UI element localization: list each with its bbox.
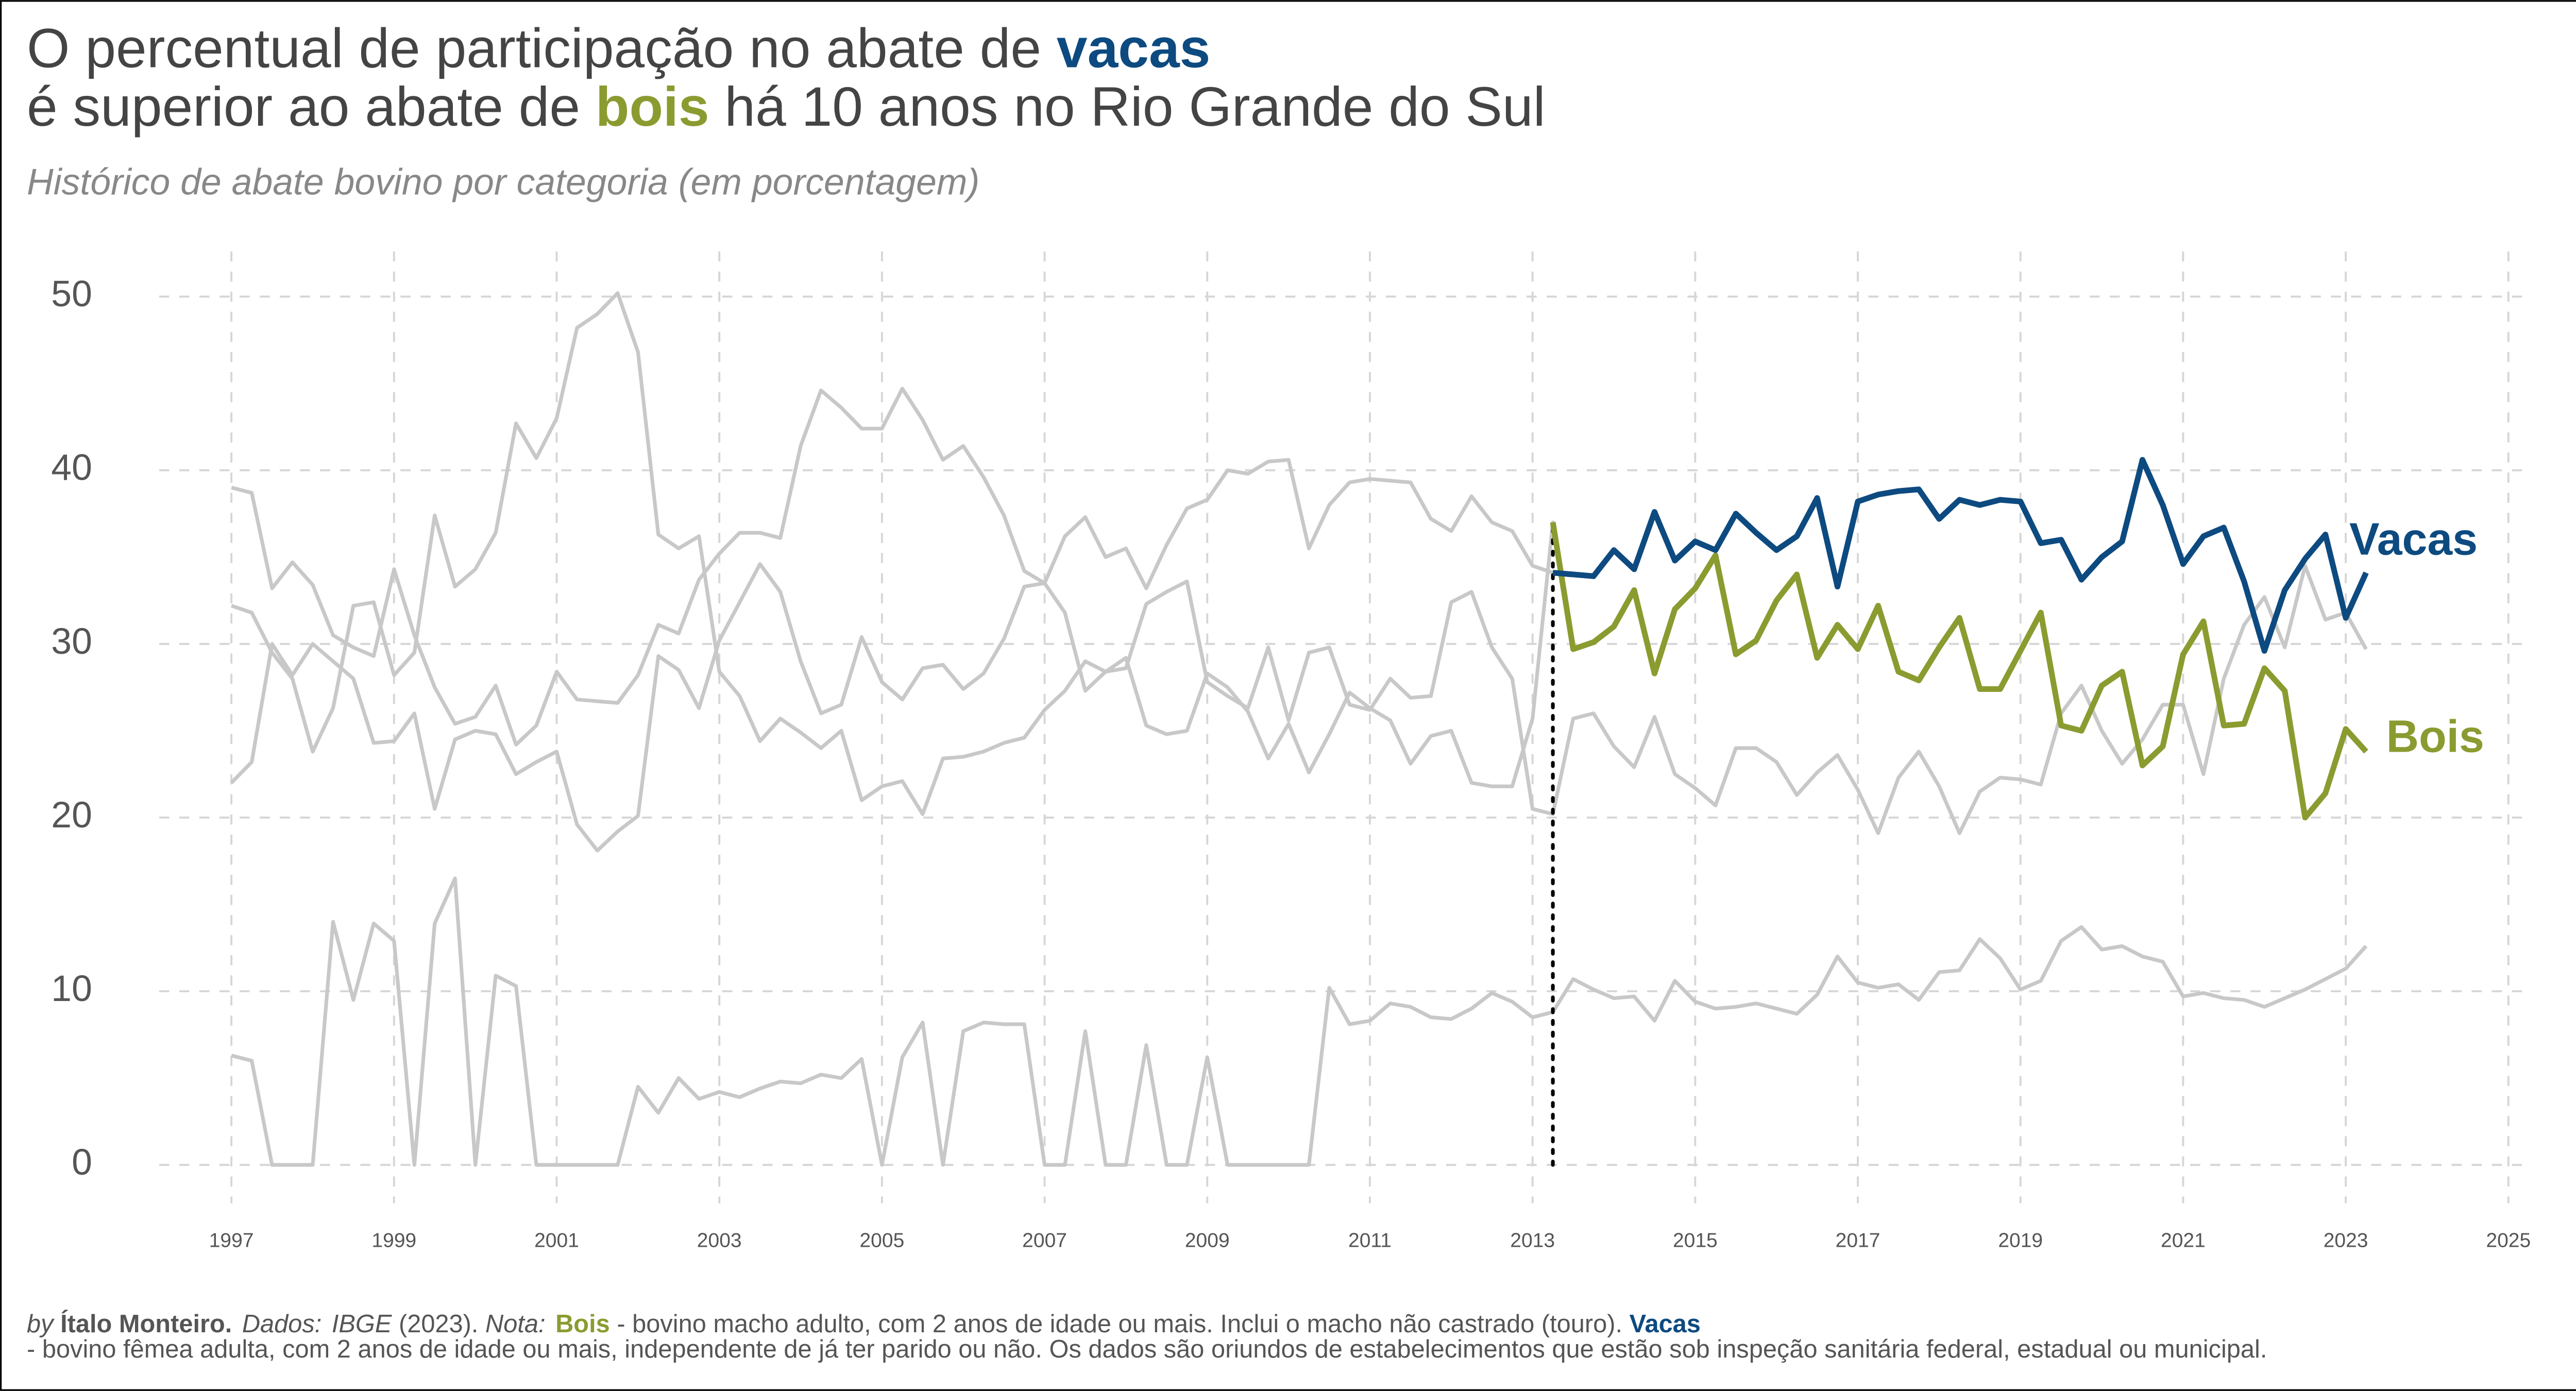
plot-area: 0 10 20 30 40 50 1997 1999 2001 2003 2005 2007 2009 2…	[51, 251, 2531, 1252]
series-line	[231, 876, 2368, 1167]
x-tick-label: 1999	[371, 1230, 416, 1252]
subtitle: Histórico de abate bovino por categoria …	[27, 161, 979, 202]
caption-text: (2023).	[392, 1310, 485, 1338]
x-tick-label: 2009	[1185, 1230, 1230, 1252]
y-tick-label: 30	[51, 621, 92, 662]
y-tick-label: 50	[51, 274, 92, 315]
title-text: há 10 anos no Rio Grande do Sul	[709, 76, 1546, 138]
caption-text: IBGE	[332, 1310, 392, 1338]
chart-title: O percentual de participação no abate de…	[27, 17, 1210, 79]
x-tick-label: 2019	[1998, 1230, 2043, 1252]
x-tick-label: 2017	[1836, 1230, 1880, 1252]
caption-text: Ítalo Monteiro.	[60, 1310, 232, 1338]
caption-text: Nota:	[485, 1310, 546, 1338]
y-tick-label: 40	[51, 447, 92, 488]
x-tick-label: 2023	[2324, 1230, 2368, 1252]
caption-text: Dados:	[242, 1310, 322, 1338]
x-tick-label: 2005	[859, 1230, 904, 1252]
title-text: é superior ao abate de	[27, 76, 596, 138]
caption-text: Vacas	[1630, 1310, 1701, 1338]
y-tick-label: 10	[51, 968, 92, 1009]
x-tick-label: 2025	[2486, 1230, 2531, 1252]
title-highlight: vacas	[1057, 17, 1210, 79]
highlight-line	[1550, 522, 2368, 821]
caption: by Ítalo Monteiro. Dados: IBGE (2023). Not…	[27, 1310, 1701, 1338]
x-tick-label: 1997	[209, 1230, 254, 1252]
series-label: Bois	[2386, 711, 2484, 761]
chart-title: é superior ao abate de bois há 10 anos n…	[27, 76, 1546, 138]
x-tick-label: 2003	[697, 1230, 742, 1252]
x-tick-label: 2013	[1510, 1230, 1555, 1252]
caption-text: Bois	[555, 1310, 610, 1338]
y-tick-label: 0	[72, 1142, 92, 1183]
caption-text: - bovino macho adulto, com 2 anos de ida…	[610, 1310, 1630, 1338]
caption-text: - bovino fêmea adulta, com 2 anos de ida…	[27, 1335, 2267, 1363]
caption-text: by	[27, 1310, 60, 1338]
highlight-line	[1552, 457, 2369, 654]
x-tick-label: 2001	[534, 1230, 579, 1252]
x-tick-label: 2007	[1022, 1230, 1067, 1252]
series-label: Vacas	[2349, 514, 2478, 564]
y-tick-label: 20	[51, 794, 92, 836]
title-highlight: bois	[596, 76, 709, 138]
title-text: O percentual de participação no abate de	[27, 17, 1057, 79]
series-line	[230, 291, 2368, 835]
x-tick-label: 2021	[2161, 1230, 2206, 1252]
x-tick-label: 2011	[1348, 1230, 1392, 1252]
x-tick-label: 2015	[1673, 1230, 1718, 1252]
